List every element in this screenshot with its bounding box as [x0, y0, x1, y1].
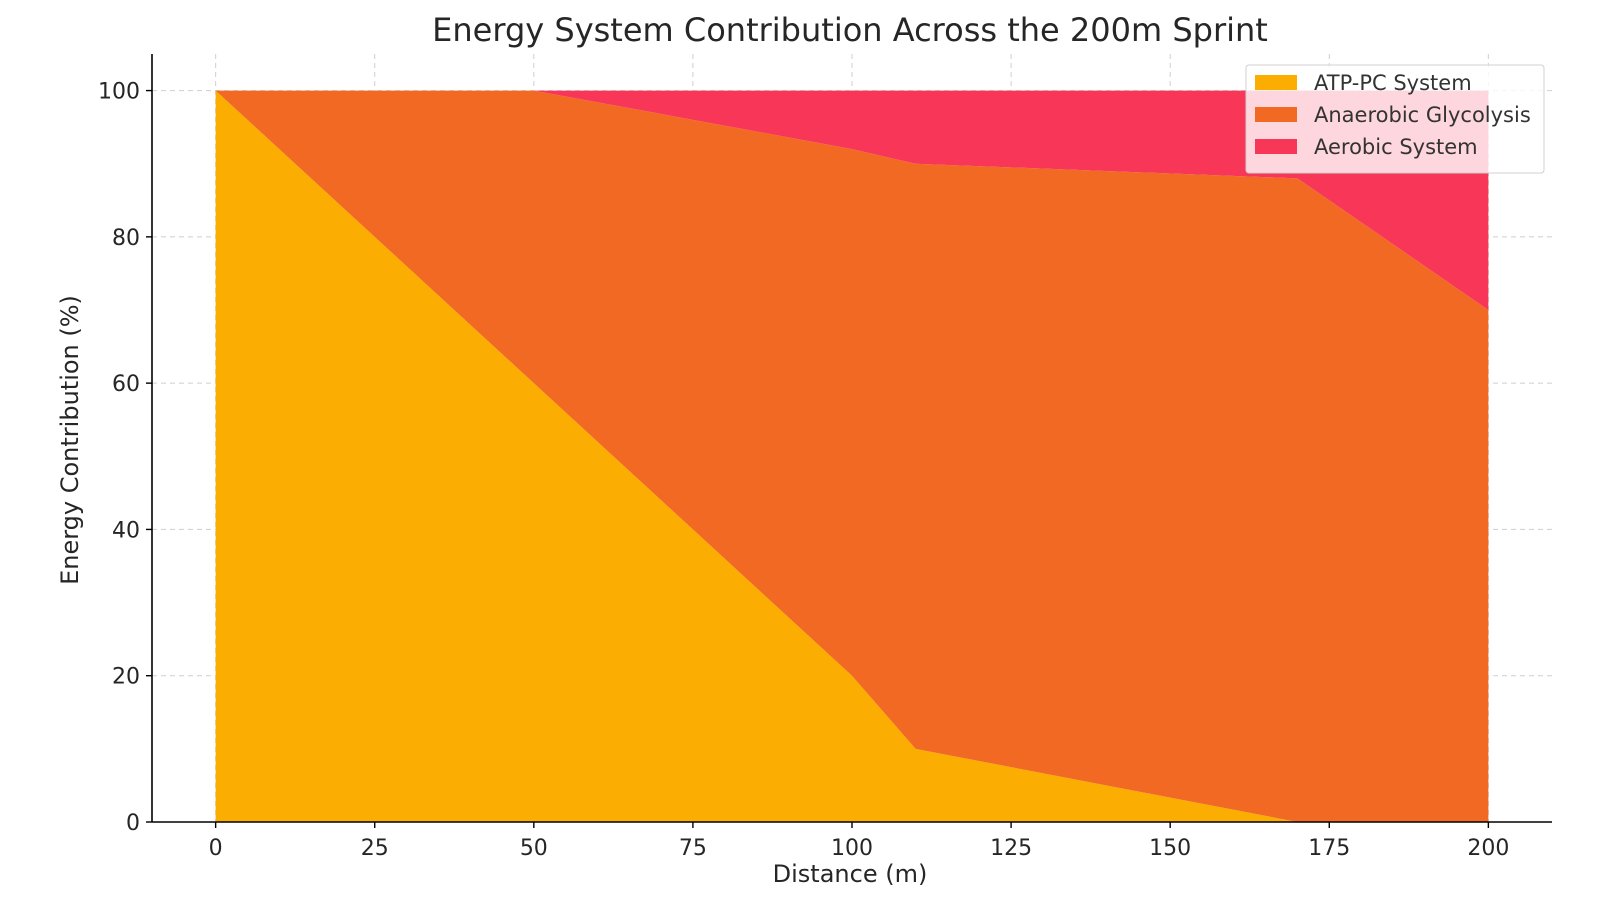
x-axis-ticks: 0 25 50 75 100 125 150 175 200	[209, 822, 1509, 861]
y-tick-label: 20	[112, 665, 140, 690]
legend: ATP-PC System Anaerobic Glycolysis Aerobic…	[1245, 64, 1545, 174]
area-atp-pc-system	[215, 90, 1489, 823]
x-tick-label: 175	[1308, 836, 1350, 861]
x-tick-label: 50	[520, 836, 548, 861]
legend-swatch	[1255, 107, 1297, 122]
chart-title: Energy System Contribution Across the 20…	[432, 11, 1268, 49]
area-anaerobic-glycolysis	[215, 90, 1489, 823]
x-tick-label: 0	[209, 836, 223, 861]
x-tick-label: 100	[831, 836, 873, 861]
legend-label: ATP-PC System	[1314, 71, 1472, 95]
y-tick-label: 80	[112, 226, 140, 251]
x-axis-label: Distance (m)	[773, 860, 928, 888]
x-tick-label: 25	[361, 836, 389, 861]
stacked-areas	[215, 90, 1489, 823]
y-tick-label: 60	[112, 372, 140, 397]
x-tick-label: 75	[679, 836, 707, 861]
legend-label: Anaerobic Glycolysis	[1314, 103, 1531, 127]
legend-swatch	[1255, 75, 1297, 90]
y-tick-label: 40	[112, 518, 140, 543]
legend-swatch	[1255, 139, 1297, 154]
area-aerobic-system	[215, 90, 1489, 310]
x-tick-label: 200	[1467, 836, 1509, 861]
x-tick-label: 150	[1149, 836, 1191, 861]
legend-label: Aerobic System	[1314, 135, 1478, 159]
x-tick-label: 125	[990, 836, 1032, 861]
y-axis-ticks: 0 20 40 60 80 100	[98, 80, 152, 836]
y-axis-label: Energy Contribution (%)	[56, 295, 84, 585]
y-tick-label: 100	[98, 80, 140, 105]
y-tick-label: 0	[126, 811, 140, 836]
legend-frame	[1245, 64, 1545, 174]
